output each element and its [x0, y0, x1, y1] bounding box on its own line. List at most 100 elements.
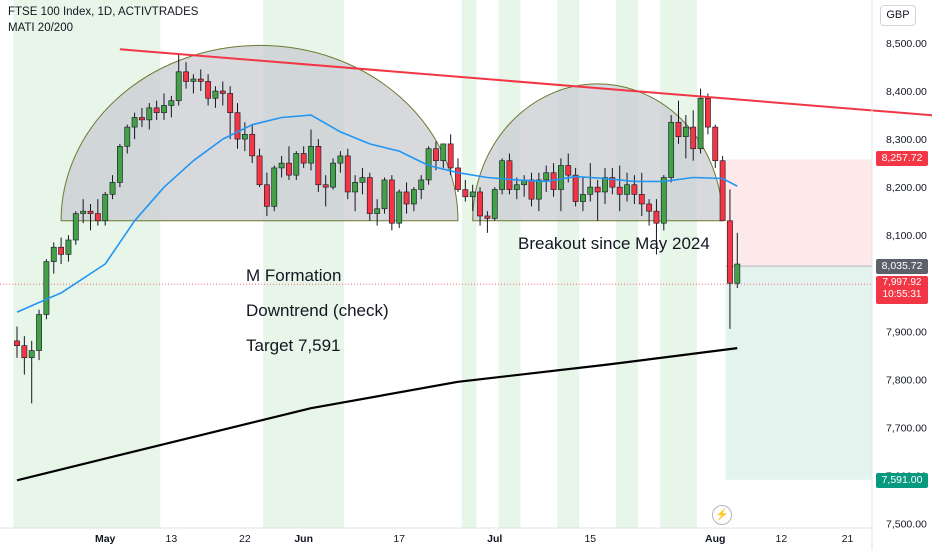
candle-up: [396, 191, 403, 224]
candle-up: [65, 239, 72, 255]
candle-down: [653, 210, 660, 224]
candle-down: [638, 194, 645, 205]
time-tick-label: 22: [239, 533, 251, 545]
candle-down: [572, 174, 579, 202]
candle-down: [205, 81, 211, 99]
breakout-annotation: Breakout since May 2024: [518, 234, 710, 253]
candle-up: [557, 165, 564, 190]
price-tick-label: 7,500.00: [886, 519, 927, 531]
candle-up: [668, 121, 675, 178]
ma-line: [16, 114, 738, 313]
candle-down: [87, 210, 94, 214]
candle-up: [36, 314, 42, 351]
candle-down: [234, 112, 241, 140]
candle-up: [80, 210, 87, 214]
price-tick-label: 8,200.00: [886, 182, 927, 194]
candle-up: [161, 105, 167, 113]
candle-up: [513, 184, 520, 190]
price-tick-label: 7,700.00: [886, 422, 927, 434]
candle-down: [704, 97, 711, 128]
candle-up: [278, 162, 285, 169]
candle-down: [219, 90, 226, 94]
candle-down: [263, 184, 270, 207]
candle-up: [124, 126, 131, 147]
price-tick-label: 7,800.00: [886, 374, 927, 386]
candle-up: [469, 191, 476, 198]
currency-button[interactable]: GBP: [880, 5, 916, 26]
candle-up: [72, 213, 79, 241]
candle-up: [308, 146, 314, 164]
candle-down: [366, 177, 373, 214]
candle-down: [484, 215, 491, 219]
stop-zone: [725, 159, 872, 267]
candle-down: [153, 107, 160, 113]
session-band: [616, 0, 639, 528]
candle-down: [388, 179, 395, 224]
resistance-line: [119, 48, 932, 117]
time-tick-label: 15: [584, 533, 596, 545]
candle-up: [43, 261, 50, 315]
candle-down: [528, 179, 535, 200]
candle-down: [403, 191, 410, 205]
candle-up: [212, 90, 219, 99]
candle-up: [50, 246, 57, 262]
candle-down: [719, 160, 726, 222]
candle-up: [491, 189, 498, 219]
candle-down: [315, 146, 322, 186]
candle-up: [734, 263, 741, 284]
entry-price-tag: 8,035.72: [876, 259, 928, 274]
session-band: [13, 0, 161, 528]
price-tick-label: 8,400.00: [886, 86, 927, 98]
candle-down: [256, 155, 263, 186]
session-band: [498, 0, 521, 528]
candle-up: [374, 208, 381, 214]
time-axis: May 13 22 Jun 17 Jul 15 Aug 12 21: [95, 533, 854, 545]
candle-up: [682, 126, 689, 137]
candle-up: [190, 78, 197, 82]
candle-up: [418, 179, 425, 190]
candle-up: [410, 189, 417, 205]
session-band: [660, 0, 697, 528]
lightning-icon[interactable]: ⚡: [712, 505, 732, 525]
candle-down: [609, 177, 616, 188]
candle-up: [293, 153, 300, 176]
time-tick-label: 12: [776, 533, 788, 545]
candle-up: [697, 97, 704, 150]
candle-up: [241, 133, 248, 140]
candle-down: [344, 155, 351, 193]
arc-shape: [472, 83, 724, 222]
candle-up: [543, 172, 550, 181]
candle-down: [631, 184, 638, 195]
trend-annotation: Downtrend (check): [246, 301, 389, 320]
candle-down: [249, 133, 256, 157]
candle-down: [616, 186, 623, 195]
candle-down: [183, 71, 189, 82]
position-zones: [0, 159, 872, 480]
candle-up: [535, 179, 542, 200]
arc-overlays: [60, 44, 724, 222]
candle-down: [14, 340, 20, 347]
candle-up: [117, 146, 123, 183]
session-band: [461, 0, 477, 528]
price-tick-label: 8,300.00: [886, 134, 927, 146]
candle-up: [440, 143, 447, 162]
candle-up: [131, 117, 138, 128]
indicator-label[interactable]: MATI 20/200: [8, 22, 73, 34]
target-zone: [725, 266, 872, 480]
chart-title: FTSE 100 Index, 1D, ACTIVTRADES: [8, 6, 199, 18]
time-tick-label: Jun: [294, 533, 313, 545]
candle-down: [433, 148, 439, 162]
candle-up: [330, 162, 336, 188]
candle-down: [477, 191, 483, 217]
candle-up: [175, 71, 182, 101]
candle-down: [506, 160, 513, 190]
candles: [14, 55, 741, 404]
candle-up: [381, 179, 388, 210]
candle-up: [580, 194, 586, 202]
candle-up: [587, 186, 594, 195]
candle-down: [455, 167, 461, 190]
candle-down: [300, 153, 307, 164]
session-band: [557, 0, 580, 528]
candle-up: [499, 160, 505, 190]
